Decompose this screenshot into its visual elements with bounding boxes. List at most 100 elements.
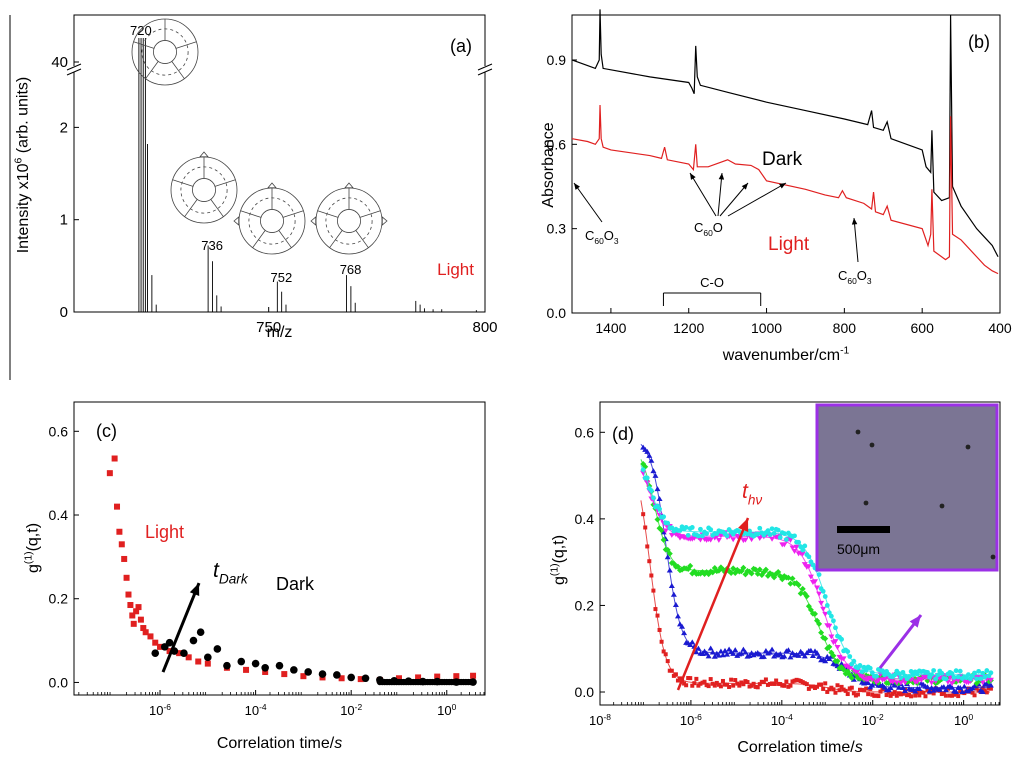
panel-d-point-cyan: [820, 588, 826, 594]
panel-d-point-red: [810, 684, 815, 689]
panel-d-point-magenta: [832, 639, 839, 645]
panel-d-point-red: [741, 682, 746, 687]
c60-icon: [131, 18, 199, 86]
panel-d-point-magenta: [818, 600, 825, 606]
panel-d-point-red: [755, 685, 760, 690]
panel-b-arrow-c60o-4-head: [779, 183, 786, 189]
panel-d-point-red: [980, 686, 985, 691]
panel-d-point-red: [833, 690, 838, 695]
panel-b-arrow-c60o3-right-head: [851, 218, 858, 225]
panel-d-point-blue: [715, 652, 722, 658]
panel-b-frame: [571, 14, 1001, 314]
panel-d-point-red: [796, 678, 801, 683]
panel-d-point-red: [739, 680, 744, 685]
panel-d-point-cyan: [698, 526, 703, 532]
panel-d-point-cyan: [765, 528, 771, 534]
panel-d-point-cyan: [640, 467, 646, 473]
panel-d-point-blue: [987, 682, 994, 688]
panel-d-point-blue: [760, 653, 767, 659]
panel-d-point-red: [884, 693, 889, 698]
panel-d-point-cyan: [644, 475, 650, 481]
panel-c-point-light: [157, 643, 164, 650]
panel-d-point-blue: [670, 591, 677, 597]
panel-c-frame: [73, 401, 486, 696]
panel-a-break-mark: [477, 63, 493, 71]
panel-d-point-red: [988, 686, 993, 691]
panel-b-arrow-c60o3-left: [573, 182, 603, 223]
panel-d-point-red: [817, 682, 822, 687]
panel-b-arrow-c60o3-left-shaft: [573, 182, 603, 223]
panel-d-point-red: [825, 689, 830, 694]
panel-d-point-red: [984, 690, 989, 695]
panel-d-point-red: [768, 681, 772, 686]
panel-d-point-red: [731, 683, 736, 688]
panel-c-point-light: [142, 629, 149, 636]
panel-d-point-cyan: [953, 668, 959, 674]
panel-d-point-red: [684, 683, 689, 688]
inset-particle: [939, 503, 945, 509]
panel-a-xtick-label: 750: [256, 319, 281, 336]
panel-d-point-blue: [869, 682, 876, 688]
panel-d-point-red: [925, 687, 930, 692]
c60-icon-spoke: [145, 61, 159, 79]
panel-c-dark-label: Dark: [276, 574, 315, 594]
panel-d-point-magenta: [742, 537, 749, 543]
panel-d-point-cyan: [700, 533, 705, 539]
panel-b-arrow-c60o-3-shaft: [719, 182, 749, 217]
panel-d-point-red: [849, 685, 854, 690]
panel-d-point-red: [853, 693, 858, 698]
panel-b-arrow-c60o-4: [727, 182, 787, 217]
panel-d-point-red: [765, 682, 770, 687]
panel-d-point-red: [896, 691, 901, 696]
panel-d-point-red: [725, 682, 730, 687]
panel-d-point-magenta: [828, 634, 835, 640]
panel-d-point-blue: [724, 651, 731, 657]
panel-b-arrow-c60o-3-head: [741, 183, 748, 190]
panel-d-point-red: [876, 694, 881, 699]
panel-c-point-light: [453, 673, 460, 680]
panel-c-light-label: Light: [145, 522, 184, 542]
c60o3-icon-inner: [337, 209, 361, 233]
panel-d-point-red: [700, 680, 705, 685]
panel-d-point-red: [727, 684, 732, 689]
panel-c-point-dark: [165, 638, 174, 647]
panel-d-point-cyan: [933, 676, 939, 682]
panel-b-arrow-c60o-1-shaft: [689, 172, 717, 217]
panel-b-ylabel: Absorbance: [540, 122, 557, 207]
panel-d-point-green: [762, 566, 769, 573]
panel-d-point-green: [789, 575, 796, 582]
panel-c-point-light: [195, 658, 202, 665]
panel-d-point-red: [851, 691, 856, 696]
panel-d-point-green: [787, 580, 794, 587]
panel-b-arrow-c60o-1-head: [690, 173, 696, 180]
panel-d-point-green: [756, 566, 763, 573]
panel-d-point-cyan: [685, 532, 691, 538]
panel-d-point-green: [848, 674, 855, 681]
panel-d-point-blue: [650, 468, 657, 474]
panel-d-ytick-label: 0.4: [575, 511, 595, 527]
panel-d-point-red: [712, 683, 717, 688]
panel-d-point-red: [829, 685, 834, 690]
panel-d-point-red: [874, 693, 879, 698]
panel-d-point-magenta: [715, 537, 722, 543]
panel-d-point-blue: [979, 688, 986, 694]
panel-d-point-blue: [730, 650, 737, 656]
panel-d-point-blue: [801, 653, 808, 659]
panel-d-point-cyan: [806, 554, 812, 560]
panel-d-point-red: [845, 692, 850, 697]
panel-d-point-cyan: [845, 649, 851, 654]
panel-d-point-red: [913, 693, 918, 698]
panel-d-xtick-label: 10-2: [862, 712, 884, 728]
panel-d-point-green: [834, 658, 841, 665]
c60o2-icon-spoke: [282, 210, 304, 218]
panel-d-point-magenta: [697, 537, 704, 543]
panel-d-point-blue: [916, 685, 923, 691]
panel-d-point-green: [797, 590, 804, 597]
panel-d-xtick-label: 10-8: [589, 712, 611, 728]
panel-d-point-green: [785, 574, 792, 581]
panel-d-point-blue: [654, 486, 661, 492]
panel-d-point-red: [649, 573, 654, 578]
c60o-icon: [170, 151, 238, 224]
panel-d-point-red: [821, 686, 826, 691]
panel-d-point-red: [759, 679, 764, 684]
